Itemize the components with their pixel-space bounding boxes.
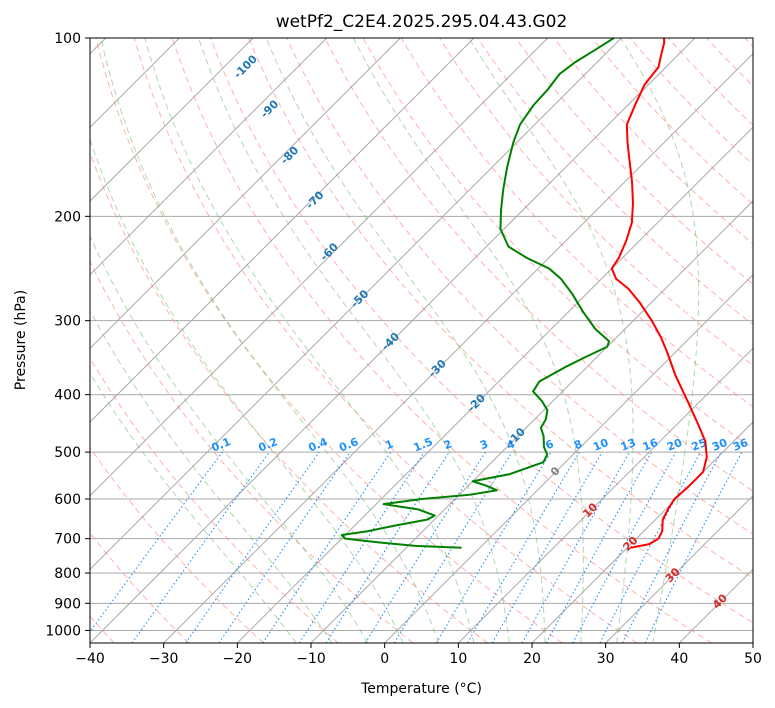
dry-adiabat-line (324, 38, 753, 492)
temperature-line (610, 38, 708, 549)
plot-frame (89, 37, 754, 644)
isotherm-line (605, 494, 753, 643)
mixing-ratio-line (393, 451, 513, 643)
mixing-ratio-label: 36 (731, 436, 750, 454)
y-axis-ticks: 1000 900 800 700 600 500 400 300 200 100 (45, 31, 90, 639)
moist-adiabat-line (90, 137, 404, 643)
moist-adiabat-line (100, 38, 439, 643)
x-axis-ticks: −40 −30 −20 −10 0 10 20 30 40 50 (75, 643, 762, 667)
moist-adiabat-line (90, 372, 297, 643)
y-tick-label: 800 (54, 566, 81, 582)
mixing-ratio-line (325, 451, 450, 643)
mixing-ratio-line (218, 451, 351, 643)
x-tick-label: −20 (223, 651, 253, 667)
mixing-ratio-line (644, 451, 743, 643)
plot-area: 0.1 0.2 0.4 0.6 1 1.5 2 3 4 6 8 10 13 16 20 25 30 36 -100… (90, 38, 753, 643)
mixing-ratio-label: 30 (710, 436, 729, 454)
mixing-ratio-lines (90, 451, 743, 643)
dry-adiabat-line (515, 38, 753, 285)
x-tick-label: −40 (75, 651, 105, 667)
y-tick-label: 500 (54, 445, 81, 461)
isotherm-line (457, 347, 753, 643)
dry-adiabat-line (90, 260, 414, 643)
y-tick-label: 700 (54, 532, 81, 548)
y-axis-label: Pressure (hPa) (13, 290, 29, 390)
x-tick-label: −30 (149, 651, 179, 667)
moist-adiabat-line (90, 309, 333, 643)
isotherm-line (90, 38, 549, 497)
isotherm-line (90, 38, 622, 571)
x-tick-label: 40 (670, 651, 688, 667)
moist-adiabat-lines (90, 38, 700, 643)
mixing-ratio-label: 1 (383, 437, 395, 452)
x-axis-label: Temperature (°C) (360, 681, 482, 697)
x-tick-label: 0 (380, 651, 389, 667)
x-tick-label: 10 (449, 651, 467, 667)
mixing-ratio-line (572, 451, 677, 643)
isotherm-line (90, 38, 696, 643)
mixing-ratio-line (262, 451, 392, 643)
moist-adiabat-line (90, 234, 369, 643)
mixing-ratio-label: 20 (665, 436, 684, 454)
mixing-ratio-label: 3 (478, 437, 490, 452)
isotherm-line (236, 126, 753, 643)
dry-adiabat-line (362, 38, 753, 450)
mixing-ratio-label: 2 (442, 437, 454, 452)
x-tick-label: 50 (744, 651, 762, 667)
y-tick-label: 100 (54, 31, 81, 47)
dry-adiabat-line (90, 446, 264, 643)
dry-adiabat-line (629, 38, 753, 166)
isotherm-line (90, 38, 254, 202)
y-tick-label: 300 (54, 314, 81, 330)
mixing-ratio-line (131, 451, 270, 643)
isotherm-line (384, 273, 753, 643)
dewpoint-line (340, 38, 615, 549)
x-tick-label: 30 (597, 651, 615, 667)
y-tick-label: 600 (54, 492, 81, 508)
moist-adiabat-line (198, 38, 510, 643)
isotherm-line (90, 38, 328, 276)
mixing-ratio-line (90, 451, 223, 633)
mixing-ratio-label: 16 (641, 436, 660, 454)
isotherm-line (163, 52, 753, 643)
moist-adiabat-line (620, 38, 700, 643)
dry-adiabat-line (477, 38, 753, 326)
y-tick-label: 900 (54, 596, 81, 612)
mixing-ratio-label: 8 (572, 437, 584, 452)
y-tick-label: 1000 (45, 623, 81, 639)
dry-adiabat-line (591, 38, 753, 205)
mixing-ratio-line (298, 451, 425, 643)
isotherm-line (531, 421, 753, 643)
mixing-ratio-line (545, 451, 653, 643)
x-tick-label: −10 (296, 651, 326, 667)
moist-adiabat-line (265, 38, 546, 643)
moist-adiabat-line (144, 38, 475, 643)
mixing-ratio-line (185, 451, 320, 643)
mixing-ratio-label: 10 (591, 436, 610, 454)
dry-adiabat-line (210, 38, 753, 624)
isotherm-line (90, 38, 475, 423)
profile-series (340, 38, 708, 549)
dry-adiabat-line (248, 38, 753, 579)
dry-adiabat-lines (90, 38, 753, 643)
dry-adiabat-line (400, 38, 753, 408)
y-tick-label: 400 (54, 388, 81, 404)
moist-adiabat-line (353, 38, 584, 643)
mixing-ratio-line (521, 451, 630, 643)
dry-adiabat-line (171, 38, 712, 643)
chart-title: wetPf2_C2E4.2025.295.04.43.G02 (276, 12, 568, 32)
mixing-ratio-label: 13 (619, 436, 638, 454)
dry-adiabat-line (133, 38, 638, 643)
y-tick-label: 200 (54, 209, 81, 225)
isotherm-line (90, 38, 401, 350)
x-tick-label: 20 (523, 651, 541, 667)
